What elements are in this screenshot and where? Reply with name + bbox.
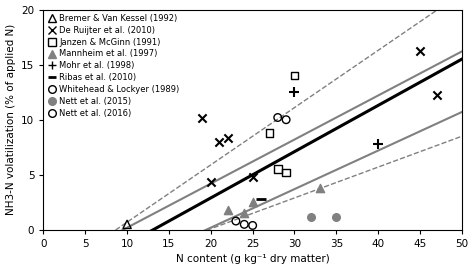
- Point: [265, 131, 273, 135]
- Point: [249, 200, 256, 204]
- Point: [224, 136, 231, 141]
- Point: [283, 117, 290, 122]
- Point: [240, 211, 248, 215]
- Legend: Bremer & Van Kessel (1992), De Ruijter et al. (2010), Janzen & McGinn (1991), Ma: Bremer & Van Kessel (1992), De Ruijter e…: [46, 12, 181, 120]
- Point: [199, 115, 206, 120]
- Point: [316, 186, 323, 190]
- Point: [291, 73, 298, 78]
- Point: [249, 223, 256, 228]
- X-axis label: N content (g kg⁻¹ dry matter): N content (g kg⁻¹ dry matter): [176, 254, 329, 264]
- Point: [274, 115, 282, 120]
- Point: [374, 142, 382, 146]
- Point: [207, 180, 215, 185]
- Point: [232, 219, 240, 223]
- Y-axis label: NH3-N volatilization (% of applied N): NH3-N volatilization (% of applied N): [6, 24, 16, 215]
- Point: [274, 167, 282, 171]
- Point: [308, 214, 315, 219]
- Point: [249, 175, 256, 179]
- Point: [333, 214, 340, 219]
- Point: [240, 222, 248, 227]
- Point: [291, 90, 298, 94]
- Point: [416, 49, 424, 53]
- Point: [215, 140, 223, 144]
- Point: [123, 222, 131, 227]
- Point: [224, 208, 231, 212]
- Point: [283, 170, 290, 175]
- Point: [433, 93, 440, 98]
- Point: [257, 197, 265, 201]
